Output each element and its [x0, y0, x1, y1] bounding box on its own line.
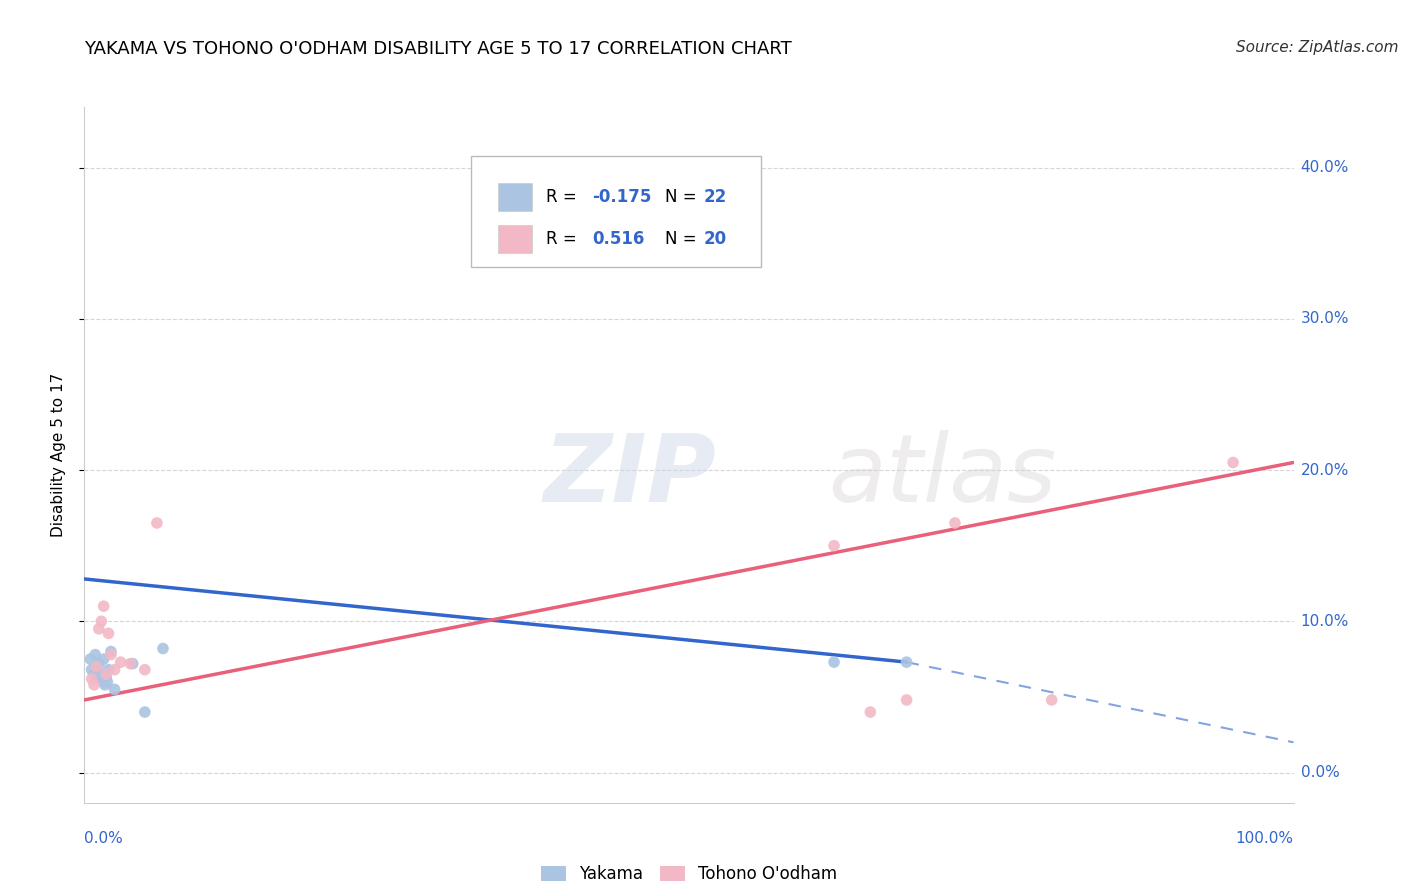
Point	[83, 678, 105, 692]
Point	[93, 652, 115, 666]
Point	[86, 659, 108, 673]
Text: 0.0%: 0.0%	[1301, 765, 1340, 780]
Point	[96, 674, 118, 689]
Point	[121, 657, 143, 671]
Point	[1040, 693, 1063, 707]
Text: N =: N =	[665, 188, 702, 206]
Text: 30.0%: 30.0%	[1301, 311, 1348, 326]
Point	[79, 652, 101, 666]
Point	[100, 644, 122, 658]
Point	[86, 664, 108, 678]
Text: 100.0%: 100.0%	[1236, 831, 1294, 846]
Point	[896, 693, 918, 707]
Point	[943, 516, 966, 530]
Text: -0.175: -0.175	[592, 188, 651, 206]
Y-axis label: Disability Age 5 to 17: Disability Age 5 to 17	[51, 373, 66, 537]
Text: 10.0%: 10.0%	[1301, 614, 1348, 629]
Text: 40.0%: 40.0%	[1301, 160, 1348, 175]
Point	[80, 672, 103, 686]
Text: 0.516: 0.516	[592, 229, 644, 248]
Text: 20: 20	[703, 229, 727, 248]
Point	[97, 626, 120, 640]
Point	[80, 663, 103, 677]
Text: atlas: atlas	[828, 430, 1056, 521]
Point	[94, 667, 117, 681]
Point	[84, 648, 107, 662]
Text: 22: 22	[703, 188, 727, 206]
Point	[89, 667, 111, 681]
Point	[823, 539, 845, 553]
Point	[91, 674, 114, 689]
Text: N =: N =	[665, 229, 702, 248]
Text: R =: R =	[547, 229, 582, 248]
Point	[110, 655, 132, 669]
Point	[100, 648, 122, 662]
Point	[93, 599, 115, 614]
Point	[859, 705, 882, 719]
Point	[896, 655, 918, 669]
Point	[97, 663, 120, 677]
Point	[823, 655, 845, 669]
Point	[104, 682, 127, 697]
Text: 20.0%: 20.0%	[1301, 463, 1348, 477]
Point	[152, 641, 174, 656]
Point	[94, 670, 117, 684]
FancyBboxPatch shape	[498, 183, 531, 211]
FancyBboxPatch shape	[471, 156, 762, 267]
Point	[87, 657, 110, 671]
Point	[90, 615, 112, 629]
Point	[90, 670, 112, 684]
Text: 0.0%: 0.0%	[84, 831, 124, 846]
Text: Source: ZipAtlas.com: Source: ZipAtlas.com	[1236, 40, 1399, 55]
Point	[146, 516, 169, 530]
Point	[1222, 455, 1244, 469]
Text: ZIP: ZIP	[544, 430, 717, 522]
Point	[120, 657, 142, 671]
Point	[134, 705, 156, 719]
Point	[83, 667, 105, 681]
Text: R =: R =	[547, 188, 582, 206]
Point	[104, 663, 127, 677]
FancyBboxPatch shape	[498, 225, 531, 252]
Point	[86, 659, 108, 673]
Point	[87, 622, 110, 636]
Point	[94, 678, 117, 692]
Point	[134, 663, 156, 677]
Text: YAKAMA VS TOHONO O'ODHAM DISABILITY AGE 5 TO 17 CORRELATION CHART: YAKAMA VS TOHONO O'ODHAM DISABILITY AGE …	[84, 40, 792, 58]
Legend: Yakama, Tohono O'odham: Yakama, Tohono O'odham	[536, 860, 842, 888]
